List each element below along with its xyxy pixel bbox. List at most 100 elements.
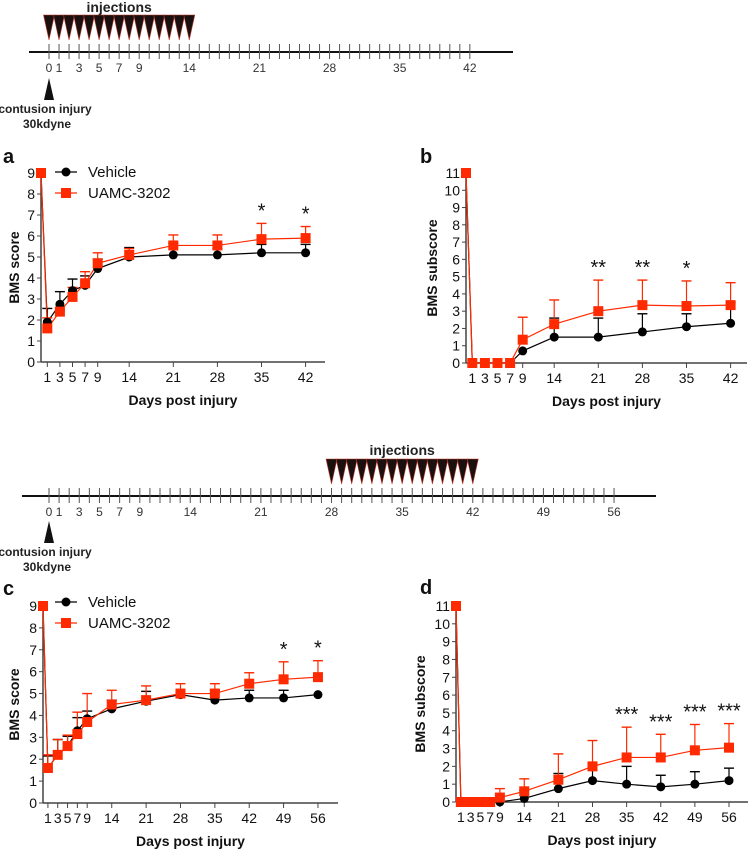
timeline-day-label: 42 [463,61,477,75]
vehicle-point [518,346,528,356]
y-tick-label: 8 [27,186,35,202]
vehicle-point [257,248,266,258]
injection-triangle-icon [83,14,95,41]
injection-triangle-icon [103,14,115,41]
x-tick-label: 21 [591,370,607,386]
x-tick-label: 7 [506,370,514,386]
y-tick-label: 2 [442,758,450,774]
y-tick-label: 1 [27,333,35,349]
legend-uamc-marker [61,618,71,628]
y-tick-label: 4 [29,707,37,723]
uamc-point [244,678,255,689]
x-tick-label: 3 [467,809,475,825]
x-tick-label: 3 [56,369,64,385]
uamc-point [80,278,91,289]
significance-marker: *** [649,711,673,733]
uamc-point [725,300,736,311]
y-tick-label: 0 [29,795,37,811]
x-tick-label: 49 [276,810,292,826]
uamc-point [505,358,516,368]
uamc-point [553,774,564,785]
uamc-point [492,358,503,368]
injection-triangle-icon [456,458,469,485]
y-tick-label: 5 [452,269,460,285]
y-tick-label: 7 [27,207,35,223]
uamc-point [62,741,73,752]
uamc-point [312,672,323,683]
legend-uamc-label: UAMC-3202 [88,615,171,632]
injury-force-label: 30kdyne [23,560,71,574]
y-tick-label: 4 [452,286,460,302]
x-tick-label: 3 [481,370,489,386]
uamc-point [621,752,632,763]
uamc-point [82,717,93,728]
y-tick-label: 4 [442,723,450,739]
y-tick-label: 9 [452,200,460,216]
significance-marker: * [302,204,310,226]
timeline-day-label: 35 [393,61,407,75]
timeline-day-label: 49 [537,505,551,519]
vehicle-point [637,327,647,337]
uamc-point [209,688,220,699]
uamc-point [256,234,267,245]
x-tick-label: 56 [310,810,326,826]
uamc-point [587,761,598,772]
injection-triangle-icon [113,14,126,41]
vehicle-point [244,693,254,703]
timeline-day-label: 0 [46,505,53,519]
legend-vehicle-marker [61,167,71,177]
y-tick-label: 9 [27,165,35,181]
y-tick-label: 6 [27,228,35,244]
x-tick-label: 42 [723,370,739,386]
uamc-point [494,792,505,803]
y-tick-label: 4 [27,270,35,286]
x-tick-label: 28 [585,809,601,825]
x-tick-label: 35 [207,810,223,826]
x-tick-label: 1 [43,369,51,385]
uamc-point [451,601,461,611]
vehicle-point [682,322,691,332]
uamc-point [485,797,496,807]
injury-arrow-icon [44,521,54,543]
x-tick-label: 3 [54,810,62,826]
uamc-point [681,301,692,311]
uamc-point [212,240,223,251]
x-tick-label: 42 [653,809,669,825]
timeline-day-label: 14 [183,61,197,75]
x-tick-label: 9 [496,809,504,825]
x-tick-label: 49 [687,809,703,825]
injection-triangle-icon [396,458,409,485]
x-tick-label: 1 [468,370,476,386]
uamc-point [38,601,48,611]
timeline-day-label: 1 [56,61,63,75]
uamc-point [637,300,648,311]
uamc-point [54,306,65,317]
uamc-point [593,306,604,317]
timeline-day-label: 56 [607,505,621,519]
uamc-point [455,797,466,807]
legend-vehicle-label: Vehicle [88,164,136,181]
vehicle-point [301,248,311,258]
significance-marker: * [258,200,266,222]
y-tick-label: 9 [29,598,37,614]
timeline-day-label: 9 [136,505,143,519]
uamc-point [141,695,152,706]
injury-force-label: 30kdyne [23,117,71,131]
x-tick-label: 28 [635,370,651,386]
vehicle-point [690,779,700,789]
injection-triangle-icon [376,458,388,485]
x-tick-label: 7 [486,809,494,825]
y-tick-label: 5 [27,249,35,265]
panel-label: a [3,146,15,168]
x-tick-label: 56 [721,809,737,825]
uamc-point [42,762,53,773]
y-axis-label: BMS subscore [412,655,428,752]
uamc-point [175,688,186,699]
injury-label: contusion injury [0,102,92,116]
uamc-point [67,291,78,302]
uamc-point [549,319,560,330]
injection-triangle-icon [446,458,459,485]
injection-triangle-icon [426,458,439,485]
x-tick-label: 35 [619,809,635,825]
x-tick-label: 28 [173,810,189,826]
